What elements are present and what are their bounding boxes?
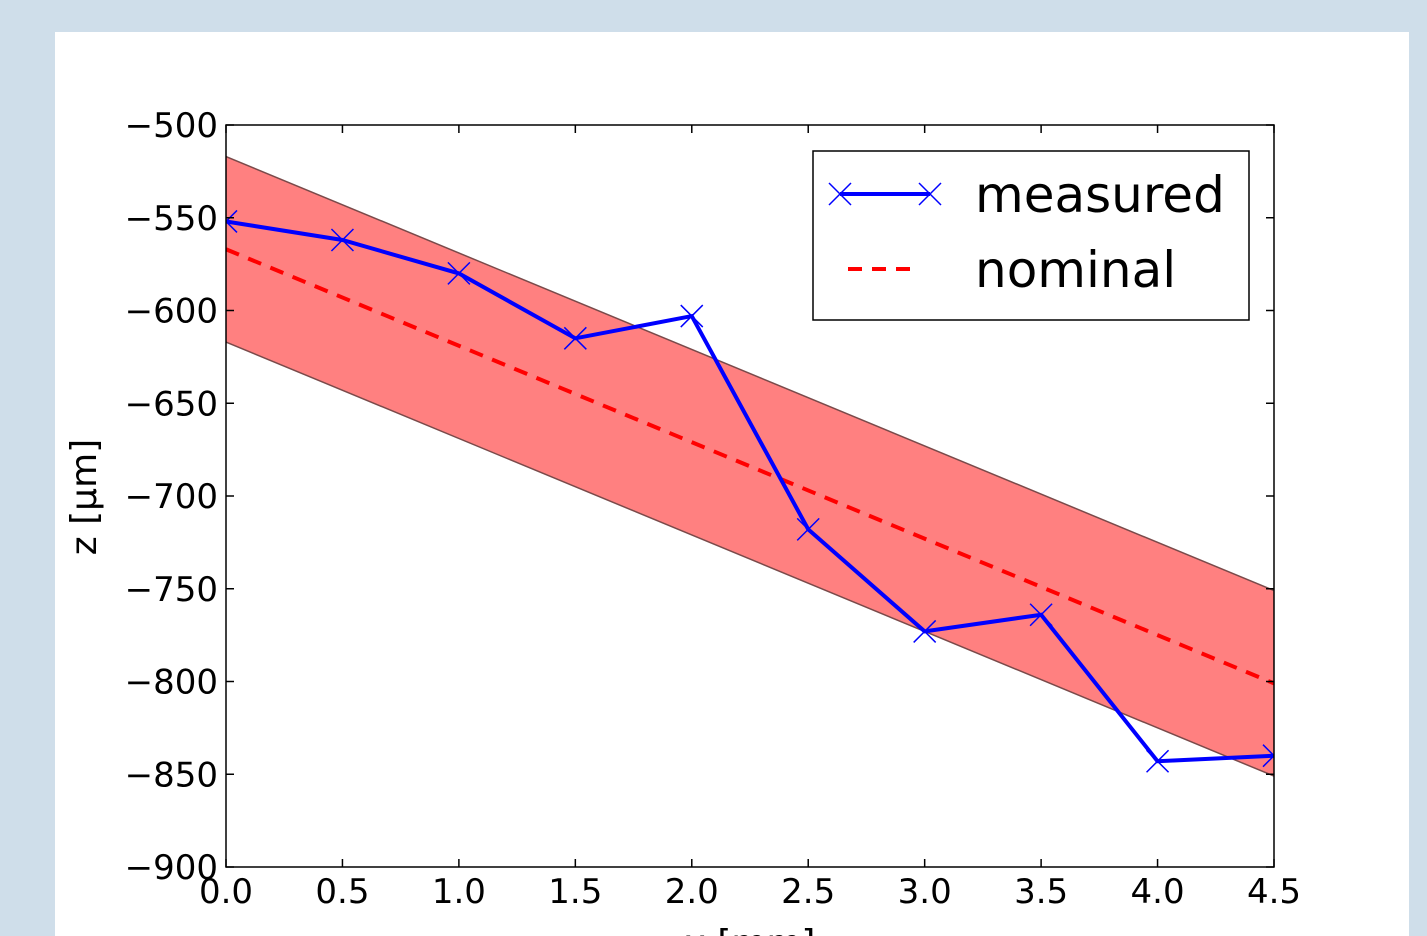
legend-measured-marker <box>828 182 852 206</box>
legend: measured nominal <box>812 150 1250 321</box>
x-tick-label: 0.5 <box>315 872 369 912</box>
measured-point-marker <box>226 209 238 233</box>
legend-measured-marker <box>918 182 942 206</box>
legend-nominal-label: nominal <box>975 241 1176 299</box>
plot-area <box>226 155 1274 777</box>
band-upper-edge <box>226 155 1274 592</box>
measured-point-marker <box>1262 744 1274 768</box>
legend-measured-label: measured <box>975 166 1225 224</box>
y-tick-label: −750 <box>125 570 218 610</box>
x-tick-label: 2.0 <box>665 872 719 912</box>
y-tick-label: −700 <box>125 477 218 517</box>
x-tick-label: 4.5 <box>1247 872 1301 912</box>
y-tick-label: −800 <box>125 663 218 703</box>
nominal-series-line <box>226 247 1274 686</box>
x-tick-label: 3.0 <box>898 872 952 912</box>
axes: 0.0 0.5 1.0 1.5 2.0 2.5 3.0 3.5 4.0 4.5 −500 −550 −6… <box>125 106 1301 912</box>
measured-point-marker <box>563 326 587 350</box>
x-tick-label: 4.0 <box>1131 872 1185 912</box>
y-axis-label: z [µm] <box>64 439 105 555</box>
y-tick-label: −500 <box>125 106 218 146</box>
x-axis-label: x [mm] <box>685 923 816 936</box>
measured-point-marker <box>1146 749 1170 773</box>
y-tick-label: −850 <box>125 755 218 795</box>
measured-point-marker <box>330 228 354 252</box>
x-tick-label: 0.0 <box>199 872 253 912</box>
y-tick-label: −900 <box>125 848 218 888</box>
x-tick-label: 2.5 <box>781 872 835 912</box>
x-tick-label: 3.5 <box>1014 872 1068 912</box>
measured-point-marker <box>796 517 820 541</box>
measured-series-line <box>226 219 1274 764</box>
y-tick-label: −650 <box>125 384 218 424</box>
tolerance-band <box>226 156 1274 777</box>
y-tick-label: −550 <box>125 199 218 239</box>
band-lower-edge <box>226 341 1274 777</box>
x-tick-label: 1.5 <box>548 872 602 912</box>
measured-point-marker <box>913 619 937 643</box>
legend-box <box>812 150 1250 321</box>
measured-point-marker <box>680 304 704 328</box>
y-tick-label: −600 <box>125 292 218 332</box>
x-tick-label: 1.0 <box>432 872 486 912</box>
measured-point-marker <box>447 261 471 285</box>
measured-point-marker <box>1029 603 1053 627</box>
